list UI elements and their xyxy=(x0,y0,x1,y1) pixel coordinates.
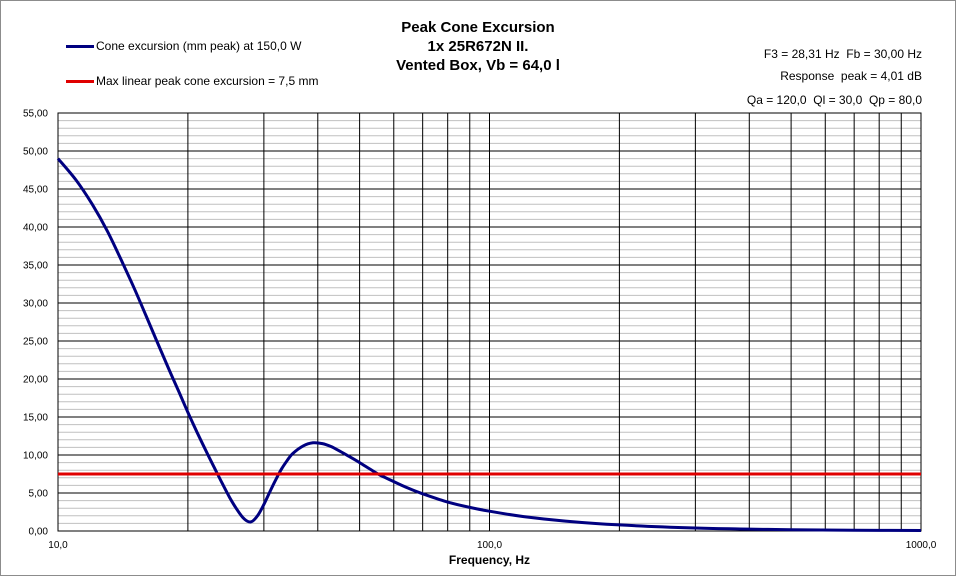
y-tick-label: 45,00 xyxy=(23,185,48,196)
chart-title-line-3: Vented Box, Vb = 64,0 l xyxy=(396,57,560,74)
x-tick-label: 10,0 xyxy=(48,540,68,551)
y-tick-label: 35,00 xyxy=(23,261,48,272)
legend-label: Cone excursion (mm peak) at 150,0 W xyxy=(96,39,302,53)
legend-label: Max linear peak cone excursion = 7,5 mm xyxy=(96,74,319,88)
y-tick-label: 10,00 xyxy=(23,451,48,462)
x-tick-label: 1000,0 xyxy=(906,540,937,551)
annotation-q-values: Qa = 120,0 Ql = 30,0 Qp = 80,0 xyxy=(746,93,922,107)
x-tick-label: 100,0 xyxy=(477,540,502,551)
y-tick-label: 30,00 xyxy=(23,299,48,310)
y-tick-label: 25,00 xyxy=(23,337,48,348)
y-tick-label: 50,00 xyxy=(23,147,48,158)
legend-swatch-red xyxy=(66,79,94,83)
y-tick-label: 55,00 xyxy=(23,109,48,120)
y-tick-label: 15,00 xyxy=(23,413,48,424)
annotation-f3-fb: F3 = 28,31 Hz Fb = 30,00 Hz xyxy=(763,47,922,61)
plot-border xyxy=(57,112,922,532)
chart-title-line-1: Peak Cone Excursion xyxy=(401,19,555,36)
y-tick-label: 0,00 xyxy=(29,527,49,538)
y-tick-label: 5,00 xyxy=(29,489,49,500)
legend-item-cone-excursion: Cone excursion (mm peak) at 150,0 W xyxy=(66,39,301,53)
chart-title-line-2: 1x 25R672N II. xyxy=(427,38,529,55)
y-tick-label: 20,00 xyxy=(23,375,48,386)
legend-item-max-linear: Max linear peak cone excursion = 7,5 mm xyxy=(66,74,318,88)
legend-swatch-navy xyxy=(66,44,94,48)
x-axis-title: Frequency, Hz xyxy=(449,553,530,567)
series-line-cone-excursion xyxy=(56,157,922,532)
y-tick-label: 40,00 xyxy=(23,223,48,234)
annotation-response-peak: Response peak = 4,01 dB xyxy=(780,69,922,83)
